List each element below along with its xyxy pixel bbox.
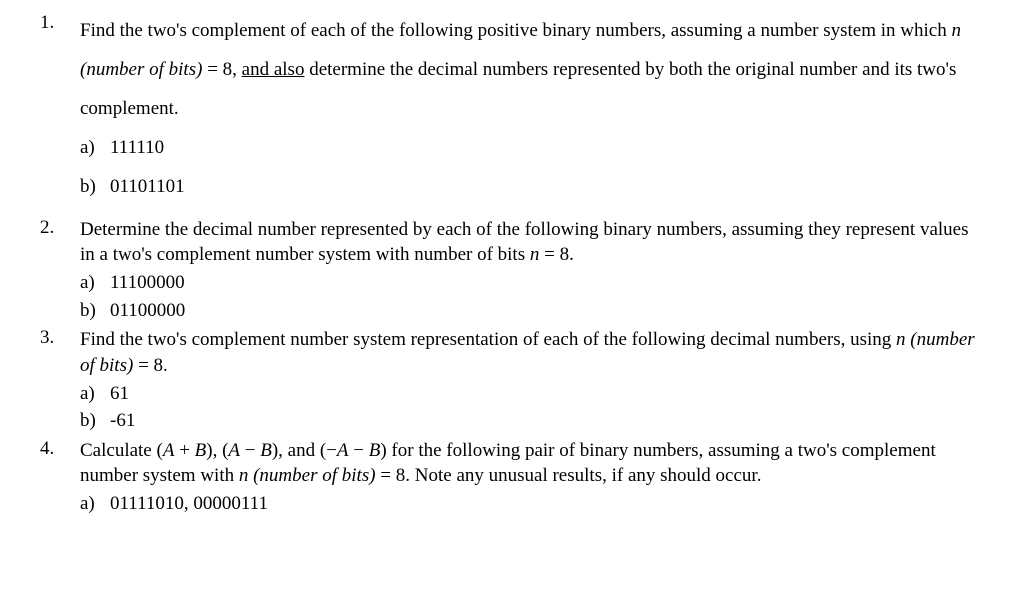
question-2-text: Determine the decimal number represented…	[80, 217, 984, 268]
subitem-3b: b) -61	[80, 408, 984, 434]
text-segment-italic: B	[369, 440, 381, 461]
text-segment: = 8,	[202, 59, 241, 80]
subitem-2a: a) 11100000	[80, 270, 984, 296]
text-segment: Find the two's complement of each of the…	[80, 20, 951, 41]
question-1: Find the two's complement of each of the…	[30, 12, 984, 207]
subitem-value: 01100000	[110, 300, 185, 321]
subitem-letter: a)	[80, 270, 95, 296]
question-4: Calculate (A + B), (A − B), and (−A − B)…	[30, 438, 984, 517]
subitem-letter: a)	[80, 129, 95, 168]
text-segment-italic: n (number of bits)	[239, 465, 376, 486]
text-segment: Calculate (	[80, 440, 163, 461]
text-segment: −	[349, 440, 369, 461]
subitem-value: 11100000	[110, 272, 185, 293]
text-segment-italic: A	[163, 440, 175, 461]
text-segment-italic: A	[337, 440, 349, 461]
subitem-letter: b)	[80, 168, 96, 207]
subitem-1a: a) 111110	[80, 129, 984, 168]
subitem-value: 01101101	[110, 176, 185, 197]
question-2: Determine the decimal number represented…	[30, 217, 984, 324]
question-3: Find the two's complement number system …	[30, 327, 984, 434]
text-segment: ), and (−	[272, 440, 337, 461]
question-4-subitems: a) 01111010, 00000111	[80, 491, 984, 517]
subitem-letter: a)	[80, 491, 95, 517]
subitem-value: -61	[110, 410, 135, 431]
question-3-text: Find the two's complement number system …	[80, 327, 984, 378]
text-segment: = 8. Note any unusual results, if any sh…	[376, 465, 762, 486]
text-segment: −	[240, 440, 260, 461]
text-segment: +	[174, 440, 194, 461]
subitem-4a: a) 01111010, 00000111	[80, 491, 984, 517]
subitem-letter: b)	[80, 298, 96, 324]
question-2-subitems: a) 11100000 b) 01100000	[80, 270, 984, 323]
document-page: Find the two's complement of each of the…	[0, 0, 1024, 537]
subitem-3a: a) 61	[80, 381, 984, 407]
subitem-2b: b) 01100000	[80, 298, 984, 324]
subitem-letter: a)	[80, 381, 95, 407]
subitem-value: 111110	[110, 137, 164, 158]
subitem-1b: b) 01101101	[80, 168, 984, 207]
text-segment: ), (	[206, 440, 228, 461]
text-segment-italic: A	[228, 440, 240, 461]
text-segment-italic: B	[195, 440, 207, 461]
text-segment: Find the two's complement number system …	[80, 329, 896, 350]
question-3-subitems: a) 61 b) -61	[80, 381, 984, 434]
subitem-value: 61	[110, 383, 129, 404]
question-list: Find the two's complement of each of the…	[30, 12, 984, 517]
question-4-text: Calculate (A + B), (A − B), and (−A − B)…	[80, 438, 984, 489]
text-segment-underline: and also	[242, 59, 305, 80]
text-segment: = 8.	[133, 355, 167, 376]
text-segment-italic: B	[260, 440, 272, 461]
question-1-text: Find the two's complement of each of the…	[80, 12, 984, 129]
text-segment-italic: n	[530, 244, 540, 265]
text-segment: = 8.	[539, 244, 573, 265]
subitem-value: 01111010, 00000111	[110, 493, 268, 514]
text-segment: Determine the decimal number represented…	[80, 219, 968, 266]
subitem-letter: b)	[80, 408, 96, 434]
question-1-subitems: a) 111110 b) 01101101	[80, 129, 984, 207]
